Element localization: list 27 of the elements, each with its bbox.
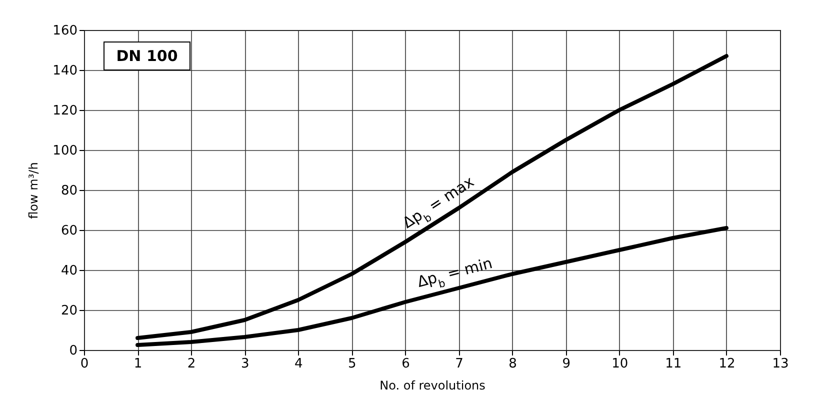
x-tick-label: 9 [562, 356, 570, 372]
y-tick-label: 80 [60, 184, 78, 198]
x-tick-label: 12 [718, 356, 736, 372]
x-tick-label: 11 [665, 356, 682, 372]
y-axis-title: flow m³/h [26, 162, 41, 219]
x-tick-label: 5 [348, 356, 356, 372]
y-tick-label: 140 [52, 64, 78, 78]
text: Δp$_{b}$ = min [415, 254, 496, 296]
x-tick-label: 2 [187, 356, 196, 372]
x-tick-label: 3 [240, 356, 250, 372]
x-tick-label: 8 [508, 356, 517, 372]
x-axis-title: No. of revolutions [380, 378, 486, 392]
y-tick-label: 40 [60, 264, 78, 278]
y-tick-label: 160 [52, 24, 78, 38]
y-tick-label: 120 [52, 104, 78, 118]
y-tick-label: 20 [60, 304, 78, 318]
y-tick-label: 100 [52, 144, 78, 158]
y-tick-label: 0 [69, 344, 78, 358]
x-tick-label: 10 [612, 356, 628, 372]
x-tick-label: 7 [455, 356, 464, 372]
y-tick-label: 60 [60, 224, 78, 238]
x-tick-label: 13 [772, 356, 789, 372]
annotation: DN 100 [116, 47, 178, 65]
x-tick-label: 6 [402, 356, 410, 372]
x-tick-label: 0 [80, 356, 89, 372]
x-tick-label: 4 [294, 356, 303, 372]
x-tick-label: 1 [134, 356, 142, 372]
